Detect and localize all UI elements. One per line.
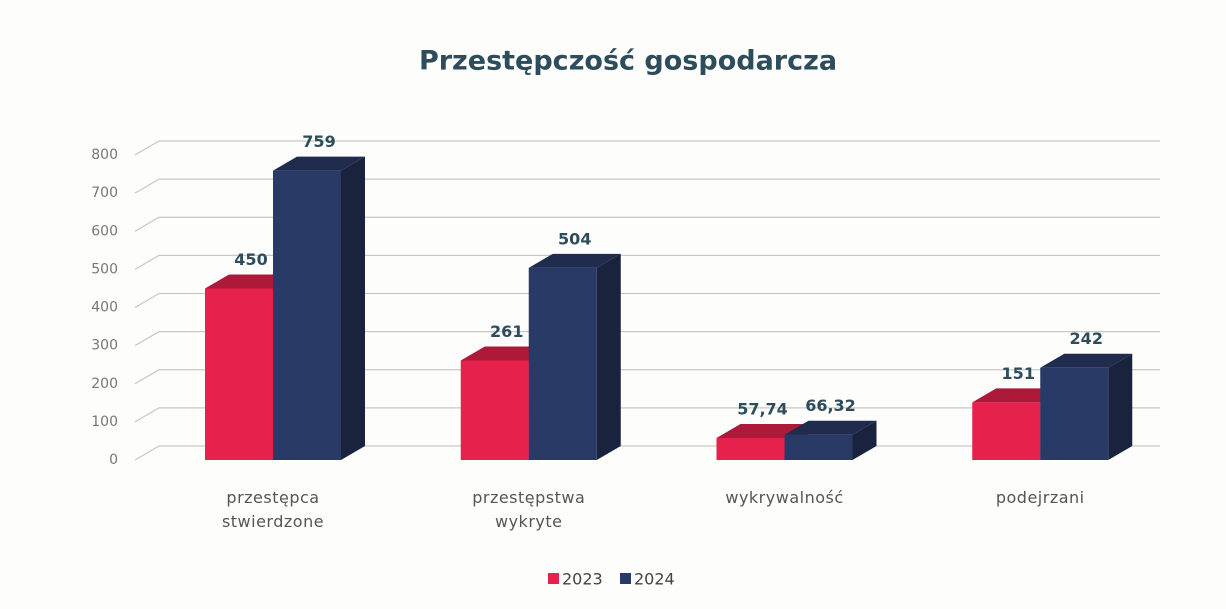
y-tick-label: 0 [109, 452, 118, 468]
grid-line [134, 140, 1160, 156]
bar [972, 402, 1041, 460]
data-label: 759 [302, 132, 335, 151]
data-label: 242 [1070, 329, 1103, 348]
grid-line [134, 369, 1160, 385]
y-tick-label: 300 [91, 338, 118, 354]
x-tick-label: przestępstwa wykryte [472, 488, 586, 531]
legend-swatch [548, 573, 559, 584]
grid-line [134, 178, 1160, 194]
bar-side [596, 253, 621, 460]
bar-top [1040, 353, 1133, 368]
bar [1040, 367, 1109, 460]
bar-top [528, 253, 621, 268]
data-label: 57,74 [737, 399, 788, 418]
legend-label: 2024 [634, 570, 675, 589]
bar [205, 288, 273, 460]
bar-side [852, 420, 877, 460]
bar [528, 267, 597, 460]
x-tick-label: podejrzani [995, 488, 1085, 507]
data-label: 450 [234, 250, 267, 269]
y-tick-label: 600 [91, 223, 118, 239]
chart-title: Przestępczość gospodarcza [419, 46, 837, 77]
bar [460, 360, 529, 460]
grid-line [134, 330, 1160, 347]
y-tick-label: 500 [91, 261, 118, 277]
bar [784, 434, 853, 460]
grid-line [134, 292, 1160, 309]
y-tick-label: 400 [91, 300, 118, 316]
x-tick-label: wykrywalność [725, 488, 844, 507]
y-tick-label: 100 [91, 414, 118, 430]
bar [716, 437, 785, 460]
bar-top [784, 420, 877, 435]
grid-line [134, 254, 1160, 270]
data-label: 261 [490, 322, 523, 341]
x-tick-label: przestępca stwierdzone [221, 488, 325, 531]
legend-label: 2023 [562, 570, 603, 589]
grid-line [134, 216, 1160, 232]
grid-line [134, 407, 1160, 423]
bar-side [341, 156, 365, 460]
bar [273, 170, 341, 460]
data-label: 151 [1002, 364, 1035, 383]
y-tick-label: 800 [91, 147, 118, 163]
y-tick-label: 200 [91, 376, 118, 392]
data-label: 504 [558, 229, 591, 248]
y-tick-label: 700 [91, 185, 118, 201]
bar-top [273, 156, 365, 171]
bar-side [1108, 353, 1133, 460]
data-label: 66,32 [805, 396, 856, 415]
legend-swatch [620, 573, 631, 584]
